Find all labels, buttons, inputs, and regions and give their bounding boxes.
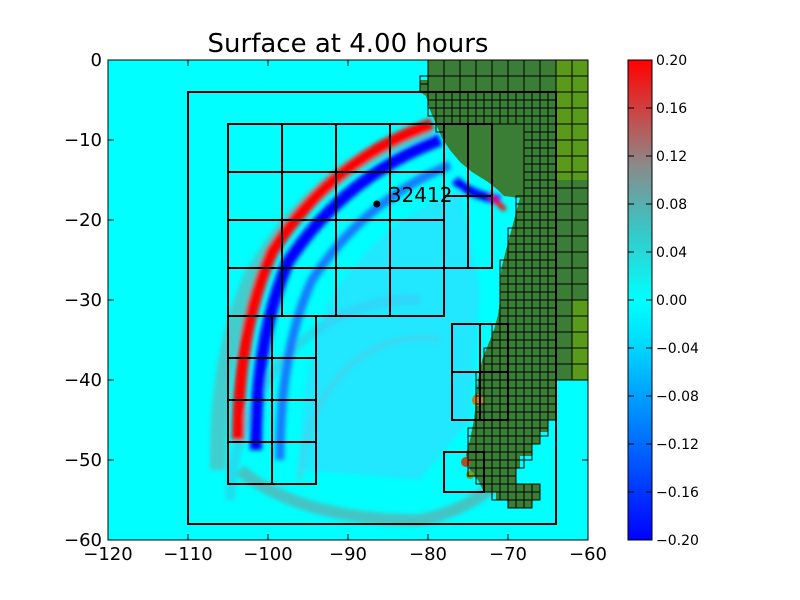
colorbar-tick-label: 0.00 (656, 293, 687, 309)
coast-speckle (461, 457, 471, 467)
y-tick-label: −40 (64, 370, 102, 391)
y-axis: 0 −10 −20 −30 −40 −50 −60 (64, 50, 588, 551)
land-grid-cell (539, 427, 549, 437)
refinement-region (187, 91, 557, 525)
wave-trough-blue (249, 134, 443, 451)
wave-crest-red (232, 118, 434, 441)
land-highlands-2 (572, 300, 588, 380)
wave-interior (300, 190, 480, 480)
wave-field (209, 118, 507, 527)
colorbar-tick-label: 0.12 (656, 149, 687, 165)
x-tick-label: −100 (243, 544, 292, 565)
refinement-region (443, 451, 485, 493)
colorbar-tick-label: −0.16 (656, 485, 699, 501)
land-grid-cell (571, 363, 588, 381)
colorbar-tick-label: 0.20 (656, 53, 687, 69)
x-axis: −120 −110 −100 −90 −80 −70 −60 (83, 60, 607, 565)
y-tick-label: −30 (64, 290, 102, 311)
chart-title: Surface at 4.00 hours (208, 29, 489, 59)
gauge-marker (373, 200, 381, 208)
colorbar-tick-label: −0.12 (656, 437, 699, 453)
land-grid-cell (531, 435, 541, 445)
x-tick-label: −80 (409, 544, 447, 565)
colorbar-tick-label: 0.16 (656, 101, 687, 117)
gauge-label: 32412 (389, 183, 453, 207)
wave-secondary (275, 160, 452, 461)
x-tick-label: −90 (329, 544, 367, 565)
colorbar-tick-label: −0.08 (656, 389, 699, 405)
land-grid-cell (531, 491, 541, 501)
x-tick-label: −70 (489, 544, 527, 565)
x-tick-label: −120 (83, 544, 132, 565)
colorbar-tick-label: −0.20 (656, 533, 699, 549)
land-grid-cell (523, 451, 533, 461)
x-tick-label: −110 (163, 544, 212, 565)
y-tick-label: −10 (64, 130, 102, 151)
refinement-regions (187, 91, 557, 525)
x-tick-label: −60 (569, 544, 607, 565)
y-tick-label: 0 (91, 50, 102, 71)
colorbar-tick-label: 0.04 (656, 245, 687, 261)
coast-speckle (466, 471, 474, 479)
colorbar-tick-label: −0.04 (656, 341, 699, 357)
colorbar-ticks: 0.20 0.16 0.12 0.08 0.04 0.00 −0.04 −0.08 −0.12 −… (628, 53, 699, 549)
plot-area: 32412 (108, 60, 588, 540)
land-grid (419, 60, 588, 509)
wave-tail (236, 465, 505, 527)
land-grid-cell (523, 499, 533, 509)
colorbar-tick-label: 0.08 (656, 197, 687, 213)
y-tick-label: −50 (64, 450, 102, 471)
land-grid-cell (515, 459, 525, 469)
y-tick-label: −60 (64, 530, 102, 551)
y-tick-label: −20 (64, 210, 102, 231)
